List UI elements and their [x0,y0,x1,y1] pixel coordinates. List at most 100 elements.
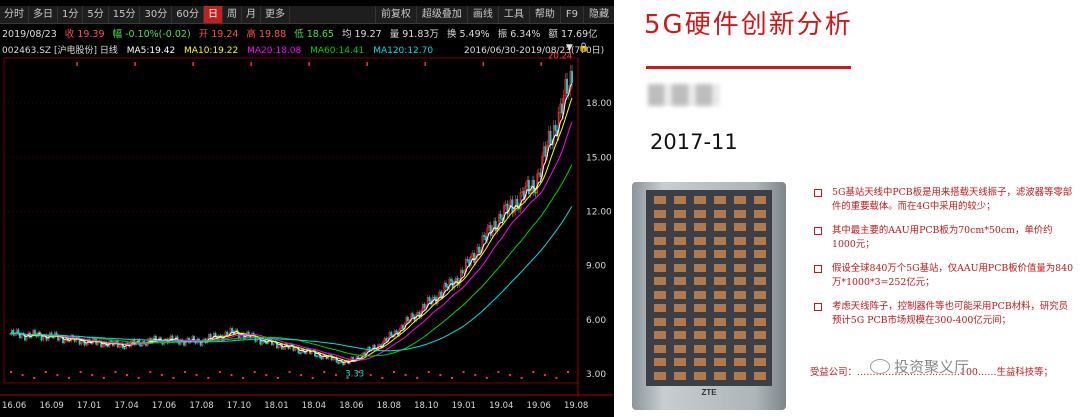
help-button[interactable]: 帮助 [528,6,560,23]
bullet-item: 假设全球840万个5G基站，仅AAU用PCB板价值量为840万*1000*3=2… [812,262,1074,290]
super-overlay-button[interactable]: 超级叠加 [415,6,467,23]
candle-body [534,191,537,194]
antenna-patch [734,277,746,285]
signal-marker [114,371,117,373]
antenna-patch [654,236,666,245]
tab-15min[interactable]: 15分 [109,6,141,23]
quote-amount: 额 17.69亿 [548,29,598,40]
ma20-value: MA20:18.08 [247,46,302,56]
candle-body [506,203,509,215]
stock-code: 002463.SZ [沪电股份] 日线 [2,46,118,56]
tab-60min[interactable]: 60分 [172,6,204,23]
antenna-patch [714,263,726,272]
candle-body [571,71,573,83]
forward-adjust-button[interactable]: 前复权 [374,6,416,23]
candle-body [519,191,522,210]
signal-marker [509,374,512,376]
candle-body [226,331,229,337]
tab-5min[interactable]: 5分 [83,6,109,23]
candle-body [547,130,550,146]
draw-line-button[interactable]: 画线 [466,6,498,23]
bullet-text: 其中最主要的AAU用PCB板为70cm*50cm，单价约1000元； [832,225,1053,250]
candle-body [481,235,484,251]
antenna-patch [754,304,766,312]
tools-button[interactable]: 工具 [497,6,529,23]
candle-body [368,346,371,351]
antenna-patch [694,358,706,366]
wechat-watermark: 投资聚义厅 [870,356,969,377]
tab-more[interactable]: 更多 [261,6,290,23]
candle-body [566,78,568,94]
antenna-patch [734,263,746,272]
ma5-value: MA5:19.42 [126,46,176,56]
candle-body [531,180,534,191]
candle-body [471,253,474,257]
antenna-patch [714,223,726,231]
antenna-patch [654,317,666,326]
antenna-patch [674,290,686,299]
antenna-patch [674,250,686,258]
candle-body [315,355,318,358]
antenna-patch [694,250,706,258]
top-marker [424,62,426,66]
candlestick-chart[interactable]: 3.00 6.00 9.00 12.00 15.00 18.00 16.06 16.09 17.… [0,0,614,417]
x-tick-label: 17.04 [114,401,138,411]
antenna-patch [754,277,766,285]
antenna-patch [674,263,686,272]
candle-body [80,341,83,345]
antenna-patch [754,263,766,272]
hide-button[interactable]: 隐藏 [583,6,614,23]
quote-high: 高 19.88 [246,29,287,40]
quote-avg: 均 19.27 [341,29,382,40]
antenna-patch [694,304,706,312]
y-tick-label: 18.00 [586,99,612,109]
signal-marker [474,374,477,376]
top-marker [192,62,194,66]
candle-body [400,325,403,330]
ma20-line [9,121,573,361]
y-tick-label: 12.00 [586,207,612,217]
f9-button[interactable]: F9 [559,6,583,23]
signal-marker [137,377,140,379]
range-dropdown-icon[interactable]: ▼ [566,43,573,53]
beneficiary-text: 受益公司：……………………………100……生益科技等； [810,367,1053,378]
candle-body [549,130,552,145]
candle-body [428,297,431,301]
x-tick-label: 17.01 [77,401,101,411]
antenna-patch [714,304,726,312]
tab-fenshi[interactable]: 分时 [0,6,29,23]
tab-day[interactable]: 日 [203,6,223,23]
tab-30min[interactable]: 30分 [140,6,173,23]
top-marker [134,62,136,66]
tab-month[interactable]: 月 [242,6,261,23]
lock-icon[interactable]: 🔒 [578,43,590,53]
signal-marker [21,374,24,376]
antenna-patch [694,236,706,245]
y-tick-label: 9.00 [586,262,606,272]
antenna-patch [714,371,726,380]
stock-chart-panel[interactable]: 分时 多日 1分 5分 15分 30分 60分 日 周 月 更多 前复权 超级叠… [0,0,614,417]
candle-body [110,340,113,343]
candle-body [561,103,564,114]
x-tick-label: 18.06 [339,401,363,411]
antenna-patch [654,344,666,353]
candle-body [212,332,215,339]
antenna-patch [654,277,666,285]
bullet-text: 5G基站天线中PCB板是用来搭载天线振子，滤波器等零部件的重要载体。而在4G中采… [832,187,1073,212]
checkbox-bullet-icon [814,189,822,197]
candle-body [516,198,519,208]
signal-marker [439,374,442,376]
tab-week[interactable]: 周 [223,6,242,23]
candle-body [478,246,481,254]
candle-body [569,71,572,92]
signal-marker [253,371,256,373]
antenna-patch [734,344,746,353]
antenna-patch [674,331,686,339]
candle-body [514,198,517,212]
tab-1min[interactable]: 1分 [58,6,84,23]
tab-multi-day[interactable]: 多日 [29,6,58,23]
candle-body [390,332,393,336]
candle-body [282,348,285,350]
signal-marker [160,374,163,376]
signal-marker [520,377,523,379]
